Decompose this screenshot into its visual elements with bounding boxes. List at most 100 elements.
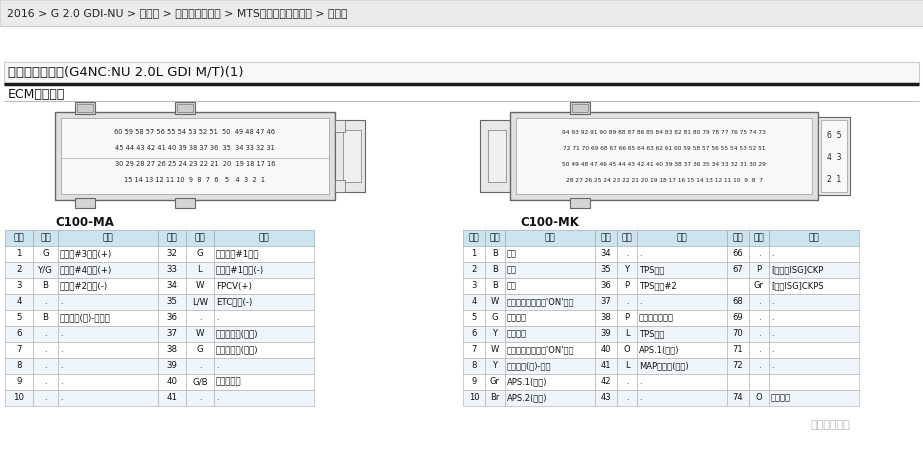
- Text: Y: Y: [625, 266, 629, 275]
- Text: B: B: [492, 266, 497, 275]
- Text: 43: 43: [601, 394, 611, 402]
- Text: 3: 3: [472, 281, 476, 290]
- Text: G/B: G/B: [192, 377, 208, 387]
- Bar: [186, 262, 214, 278]
- Text: 颜色: 颜色: [40, 234, 51, 243]
- Text: MAP传感器(电源): MAP传感器(电源): [639, 362, 689, 371]
- Bar: [5, 278, 33, 294]
- Text: 9: 9: [472, 377, 476, 387]
- Text: 36: 36: [166, 313, 177, 322]
- Bar: [214, 326, 314, 342]
- Bar: [595, 310, 617, 326]
- Text: 发动机控制继电器'ON'输入: 发动机控制继电器'ON'输入: [507, 298, 574, 307]
- Text: 35: 35: [601, 266, 611, 275]
- Bar: [637, 342, 727, 358]
- Text: 6  5: 6 5: [827, 132, 841, 141]
- Bar: [186, 246, 214, 262]
- Text: APS.2(据铁): APS.2(据铁): [507, 394, 547, 402]
- Bar: [480, 120, 512, 192]
- Bar: [158, 278, 186, 294]
- Bar: [637, 230, 727, 246]
- Bar: [214, 310, 314, 326]
- Bar: [214, 390, 314, 406]
- Text: .: .: [44, 377, 47, 387]
- Bar: [727, 262, 749, 278]
- Bar: [505, 358, 595, 374]
- Bar: [61, 118, 329, 194]
- Text: 据铁: 据铁: [507, 281, 517, 290]
- Text: 2016 > G 2.0 GDI-NU > 示意图 > 发动机电气系统 > MTS（移动电视系统） > 示意图: 2016 > G 2.0 GDI-NU > 示意图 > 发动机电气系统 > MT…: [7, 8, 347, 18]
- Text: 41: 41: [601, 362, 611, 371]
- Text: 50 49 48 47 46 45 44 43 42 41 40 39 38 37 36 35 34 33 32 31 30 29: 50 49 48 47 46 45 44 43 42 41 40 39 38 3…: [562, 161, 766, 166]
- Bar: [769, 342, 859, 358]
- Text: G: G: [42, 249, 49, 258]
- Text: G: G: [197, 249, 203, 258]
- Text: 67: 67: [733, 266, 743, 275]
- Bar: [617, 230, 637, 246]
- Text: 氧传感器(上)-加热器: 氧传感器(上)-加热器: [60, 313, 111, 322]
- Text: 喷油器#3控制(+): 喷油器#3控制(+): [60, 249, 113, 258]
- Text: 端子: 端子: [601, 234, 611, 243]
- Text: B: B: [42, 281, 49, 290]
- Bar: [749, 262, 769, 278]
- Text: 4: 4: [17, 298, 22, 307]
- Text: .: .: [60, 298, 63, 307]
- Text: 颜色: 颜色: [621, 234, 632, 243]
- Bar: [58, 262, 158, 278]
- Text: 6: 6: [17, 330, 22, 339]
- Bar: [749, 326, 769, 342]
- Bar: [214, 246, 314, 262]
- Bar: [5, 326, 33, 342]
- Text: .: .: [758, 298, 761, 307]
- Text: 38: 38: [166, 345, 177, 354]
- Text: O: O: [756, 394, 762, 402]
- Text: O: O: [624, 345, 630, 354]
- Bar: [463, 326, 485, 342]
- Text: 72 71 70 69 68 67 66 65 64 63 62 61 60 59 58 57 56 55 54 53 52 51: 72 71 70 69 68 67 66 65 64 63 62 61 60 5…: [563, 146, 765, 151]
- Bar: [58, 342, 158, 358]
- Text: [配备ISG]CKPS: [配备ISG]CKPS: [771, 281, 823, 290]
- Bar: [769, 278, 859, 294]
- Text: 37: 37: [601, 298, 611, 307]
- Bar: [595, 390, 617, 406]
- Text: 说明: 说明: [677, 234, 688, 243]
- Bar: [158, 310, 186, 326]
- Bar: [617, 310, 637, 326]
- Text: .: .: [198, 313, 201, 322]
- Bar: [5, 342, 33, 358]
- Text: 发动机控制系统(G4NC:NU 2.0L GDI M/T)(1): 发动机控制系统(G4NC:NU 2.0L GDI M/T)(1): [8, 66, 244, 79]
- Bar: [769, 358, 859, 374]
- Text: 2: 2: [17, 266, 22, 275]
- Bar: [158, 326, 186, 342]
- Text: 33: 33: [166, 266, 177, 275]
- Bar: [570, 102, 590, 114]
- Text: .: .: [758, 249, 761, 258]
- Text: 喷油器#4控制(+): 喷油器#4控制(+): [60, 266, 113, 275]
- Bar: [463, 294, 485, 310]
- Bar: [58, 374, 158, 390]
- Text: APS.1(电源): APS.1(电源): [639, 345, 679, 354]
- Text: APS.1(信号): APS.1(信号): [507, 377, 547, 387]
- Bar: [33, 262, 58, 278]
- Bar: [637, 326, 727, 342]
- Bar: [485, 246, 505, 262]
- Text: 38: 38: [601, 313, 611, 322]
- Bar: [769, 262, 859, 278]
- Bar: [505, 390, 595, 406]
- Text: 39: 39: [166, 362, 177, 371]
- Text: ETC电机(-): ETC电机(-): [216, 298, 252, 307]
- Text: .: .: [60, 394, 63, 402]
- Bar: [505, 278, 595, 294]
- Bar: [595, 246, 617, 262]
- Text: B: B: [492, 281, 497, 290]
- Bar: [75, 198, 95, 208]
- Bar: [158, 246, 186, 262]
- Text: 40: 40: [601, 345, 611, 354]
- Bar: [158, 374, 186, 390]
- Bar: [463, 246, 485, 262]
- Text: 颜色: 颜色: [195, 234, 206, 243]
- Text: .: .: [626, 298, 629, 307]
- Bar: [617, 326, 637, 342]
- Text: 34: 34: [166, 281, 177, 290]
- Bar: [617, 246, 637, 262]
